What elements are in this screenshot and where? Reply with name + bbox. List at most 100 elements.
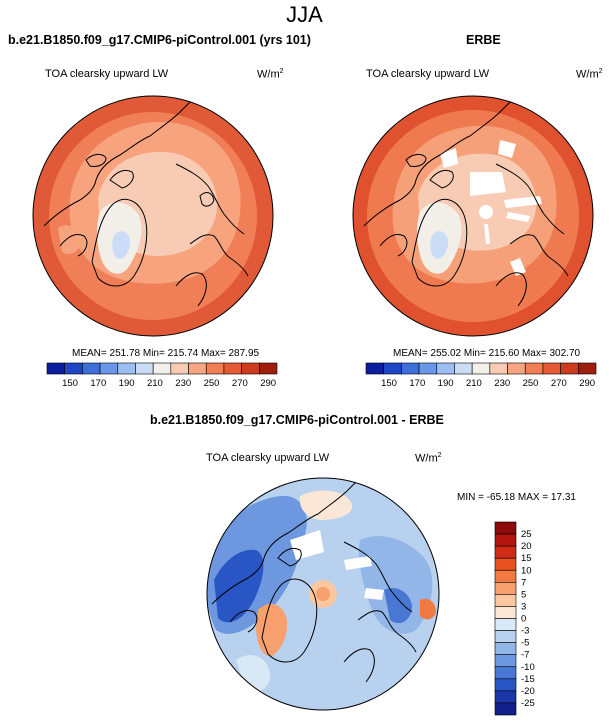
panel2-colorbar: 150 170 190 210 230 250 270 290 xyxy=(365,362,597,389)
panel2-colorbar-tick-3: 210 xyxy=(466,378,482,389)
panel3-coastlines xyxy=(211,478,417,683)
panel2-stats: MEAN= 255.02 Min= 215.60 Max= 302.70 xyxy=(393,348,581,359)
panel2-gap-7 xyxy=(510,258,526,276)
panel3-colorbar-tick-6: 3 xyxy=(521,601,526,612)
panel1-siberia-coast xyxy=(175,163,245,235)
panel3-colorbar-tick-12: -15 xyxy=(521,674,535,685)
season-title: JJA xyxy=(286,2,323,27)
panel2-variable: TOA clearsky upward LW xyxy=(366,68,490,80)
panel3-stats: MIN = -65.18 MAX = 17.31 xyxy=(457,492,576,503)
panel1-europe-coast xyxy=(175,272,207,307)
panel3-colorbar-swatch-3 xyxy=(494,557,517,571)
panel2-gap-6 xyxy=(484,224,490,244)
panel2-colorbar-swatch-9 xyxy=(524,362,544,375)
panel3-colorbar-swatch-15 xyxy=(494,702,517,716)
panel1-coastlines xyxy=(43,96,249,307)
panel2-map-border xyxy=(352,95,594,337)
panel3-colorbar-swatch-1 xyxy=(494,533,517,547)
panel1-title: b.e21.B1850.f09_g17.CMIP6-piControl.001 … xyxy=(8,33,311,47)
panel3-colorbar-tick-11: -10 xyxy=(521,662,535,673)
panel1-colorbar-tick-7: 290 xyxy=(260,378,276,389)
panel1-colorbar-tick-2: 190 xyxy=(119,378,135,389)
panel3-colorbar-swatch-0 xyxy=(494,521,517,535)
panel1-colorbar-swatch-5 xyxy=(135,362,154,375)
panel3-missing-data xyxy=(290,530,384,600)
panel3-colorbar-swatch-10 xyxy=(494,642,517,655)
panel3-colorbar-tick-0: 25 xyxy=(521,529,532,540)
panel1-field-greenland-summit xyxy=(112,231,131,259)
panel3-colorbar-swatch-6 xyxy=(494,594,517,607)
panel2-colorbar-swatch-7 xyxy=(489,362,508,375)
panel3-field-pole-core xyxy=(316,587,330,601)
panel1-colorbar-tick-3: 210 xyxy=(147,378,163,389)
panel3-field-siberia-positive xyxy=(420,598,436,620)
panel1-field-baffin xyxy=(58,225,81,255)
panel2-colorbar-swatch-11 xyxy=(560,362,579,375)
panel3-colorbar-tick-7: 0 xyxy=(521,614,526,625)
panel3-units-exp: 2 xyxy=(437,452,442,459)
panel2-units-base: W/m xyxy=(576,68,599,81)
panel1-novaya-zemlya-coast xyxy=(199,192,215,207)
panel2-missing-data xyxy=(440,140,542,276)
panel3-field-archipelago-strong xyxy=(214,549,264,623)
panel1-colorbar-swatch-12 xyxy=(259,362,278,375)
panel3-colorbar-swatch-7 xyxy=(494,606,517,619)
panel3-canada-coast xyxy=(211,513,319,605)
panel1-ellesmere-coast xyxy=(109,169,134,189)
panel2-colorbar-tick-7: 290 xyxy=(579,378,595,389)
panel2-colorbar-swatch-5 xyxy=(454,362,473,375)
panel1-colorbar-swatch-9 xyxy=(205,362,225,375)
panel2-gap-4 xyxy=(504,196,542,208)
panel1-map xyxy=(32,95,274,337)
panel3-colorbar-tick-14: -25 xyxy=(521,698,535,709)
panel1-banks-island-coast xyxy=(85,153,107,167)
panel2-colorbar-swatch-1 xyxy=(383,362,402,375)
panel2-colorbar-tick-0: 150 xyxy=(381,378,397,389)
panel2-coastlines xyxy=(363,96,569,307)
panel1-greenland-coast xyxy=(91,198,148,287)
panel2-colorbar-swatch-8 xyxy=(507,362,526,375)
panel2-gap-3 xyxy=(498,140,516,158)
panel3-title: b.e21.B1850.f09_g17.CMIP6-piControl.001 … xyxy=(150,413,444,427)
panel3-colorbar-swatch-8 xyxy=(494,618,517,631)
panel2-map xyxy=(352,95,594,337)
panel3-colorbar-swatch-12 xyxy=(494,666,517,680)
panel1-colorbar: 150 170 190 210 230 250 270 290 xyxy=(46,362,278,389)
panel3-gap-1 xyxy=(290,530,324,560)
panel1-canada-coast xyxy=(43,135,151,227)
panel3-map-border xyxy=(206,477,440,711)
panel3-field-kara-strong xyxy=(384,587,412,624)
panel3-gap-3 xyxy=(364,588,384,600)
panel2-colorbar-swatch-12 xyxy=(578,362,597,375)
panel1-colorbar-swatch-0 xyxy=(46,362,65,375)
panel2-units: W/m2 xyxy=(576,68,603,81)
panel2-gap-2 xyxy=(440,148,458,168)
panel2-banks-island-coast xyxy=(405,153,427,167)
panel3-siberia-coast xyxy=(343,541,413,613)
panel1-colorbar-swatch-7 xyxy=(170,362,189,375)
panel3-colorbar-tick-13: -20 xyxy=(521,686,535,697)
panel2-gap-pole xyxy=(479,205,493,219)
panel1-colorbar-swatch-2 xyxy=(82,362,101,375)
panel1-colorbar-tick-0: 150 xyxy=(62,378,78,389)
panel2-colorbar-swatch-10 xyxy=(542,362,561,375)
panel3-colorbar-tick-5: 5 xyxy=(521,589,526,600)
panel1-scandinavia-coast xyxy=(189,234,249,277)
panel3-colorbar-swatch-2 xyxy=(494,545,517,559)
panel3-colorbar-swatch-5 xyxy=(494,582,517,595)
panel3-colorbar-tick-3: 10 xyxy=(521,565,532,576)
panel2-colorbar-tick-1: 170 xyxy=(409,378,425,389)
panel1-colorbar-tick-5: 250 xyxy=(204,378,220,389)
panel2-colorbar-swatch-0 xyxy=(365,362,384,375)
panel3-colorbar-swatch-14 xyxy=(494,690,517,704)
panel2-field-greenland-summit xyxy=(430,231,449,259)
panel3-colorbar-swatch-13 xyxy=(494,678,517,692)
panel1-units-base: W/m xyxy=(257,68,280,81)
panel1-units-exp: 2 xyxy=(279,68,284,75)
panel3-map xyxy=(206,477,440,711)
panel1-colorbar-tick-6: 270 xyxy=(232,378,248,389)
panel3-colorbar-tick-2: 15 xyxy=(521,553,532,564)
panel3-units-base: W/m xyxy=(415,452,438,465)
panel2-siberia-coast xyxy=(495,163,565,235)
